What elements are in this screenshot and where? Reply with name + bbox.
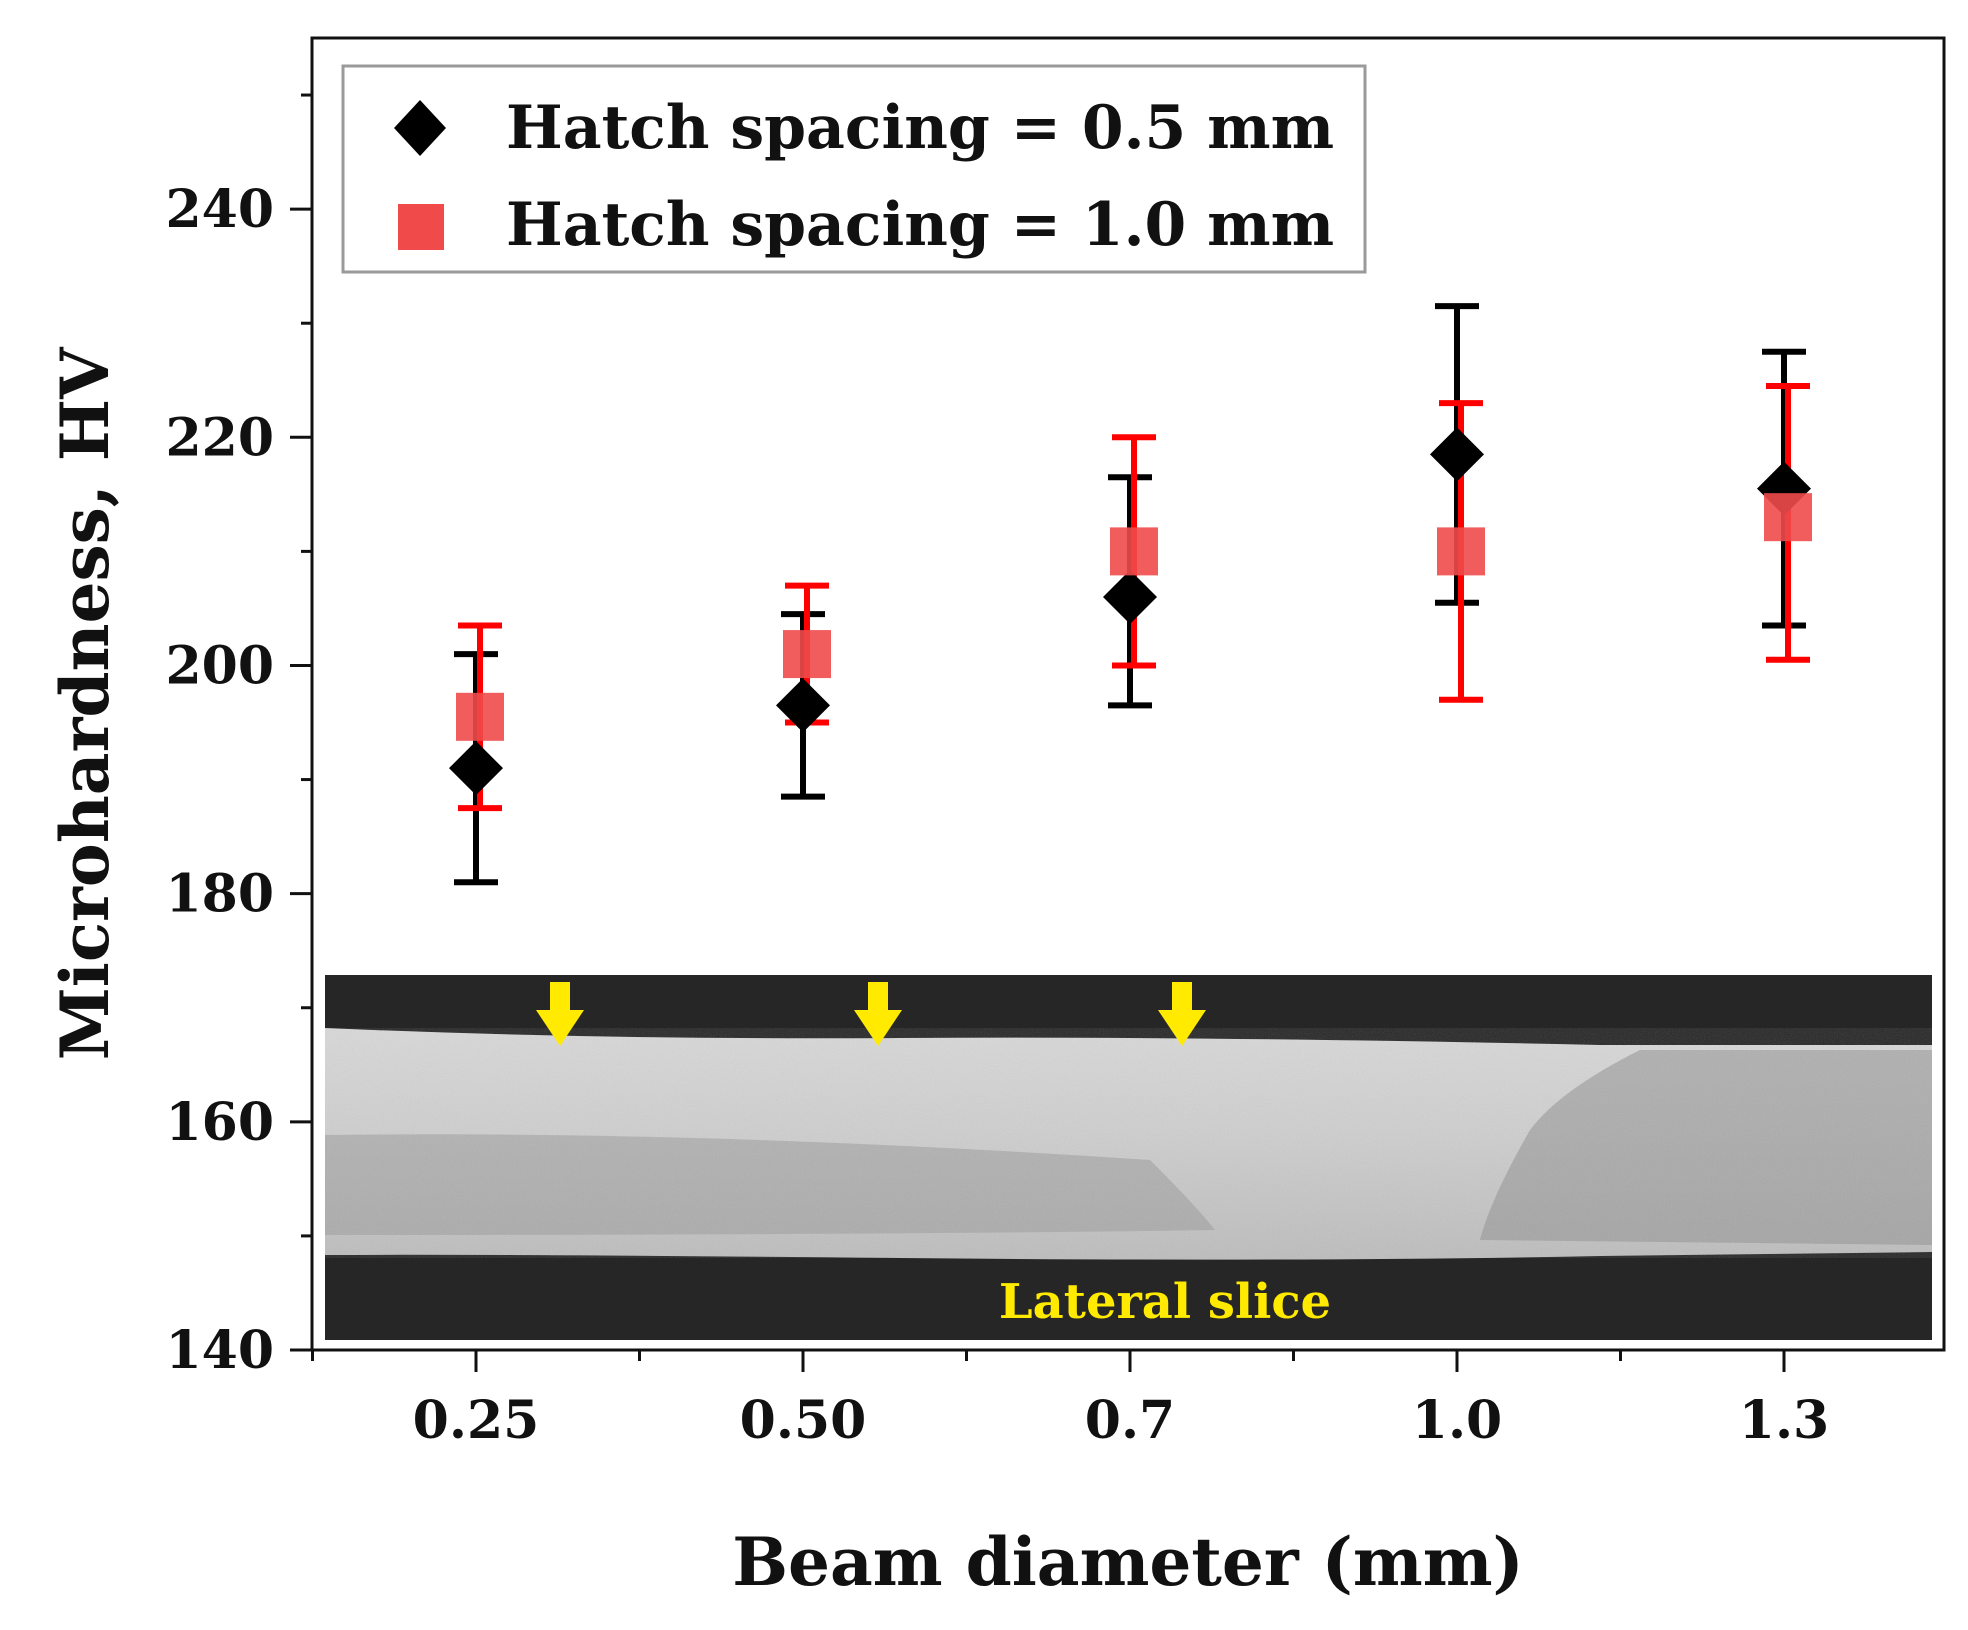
x-tick-label: 0.25	[413, 1390, 540, 1451]
y-tick-label: 180	[165, 864, 274, 925]
data-point-diamond	[1757, 461, 1811, 516]
data-point-diamond	[776, 678, 830, 733]
data-point-square	[1110, 527, 1158, 576]
data-point-diamond	[1103, 570, 1157, 625]
y-axis-title: Microhardness, HV	[46, 346, 124, 1060]
legend: Hatch spacing = 0.5 mm Hatch spacing = 1…	[341, 64, 1367, 274]
series-layer	[449, 303, 1812, 886]
arrow-icon	[536, 982, 584, 1046]
legend-marker-square	[398, 204, 444, 250]
data-point-square	[1437, 527, 1485, 576]
x-axis: 0.25 0.50 0.7 1.0 1.3	[311, 1350, 1829, 1451]
inset-label: Lateral slice	[999, 1274, 1331, 1330]
x-tick-label: 1.0	[1412, 1390, 1502, 1451]
x-axis-title: Beam diameter (mm)	[732, 1523, 1524, 1601]
y-tick-label: 140	[165, 1320, 274, 1381]
y-tick-label: 240	[165, 179, 274, 240]
x-tick-label: 1.3	[1739, 1390, 1829, 1451]
legend-label-series-1: Hatch spacing = 0.5 mm	[506, 93, 1334, 163]
y-tick-label: 160	[165, 1092, 274, 1153]
data-point-square	[1764, 493, 1812, 542]
data-point-square	[783, 630, 831, 679]
y-tick-label: 200	[165, 635, 274, 696]
legend-marker-diamond	[394, 100, 446, 156]
data-point-diamond	[1430, 427, 1484, 482]
legend-box	[341, 64, 1367, 274]
y-axis: 140 160 180 200 220 240	[165, 93, 312, 1381]
inset-grain-texture	[325, 1028, 1932, 1258]
x-tick-label: 0.7	[1085, 1390, 1175, 1451]
legend-label-series-2: Hatch spacing = 1.0 mm	[506, 190, 1334, 260]
inset-micrograph: Lateral slice	[325, 975, 1932, 1340]
x-tick-label: 0.50	[740, 1390, 867, 1451]
data-point-square	[456, 692, 504, 741]
plot-frame	[310, 36, 1946, 1352]
data-point-diamond	[449, 741, 503, 796]
arrow-icon	[1158, 982, 1206, 1046]
arrow-icon	[854, 982, 902, 1046]
y-tick-label: 220	[165, 407, 274, 468]
